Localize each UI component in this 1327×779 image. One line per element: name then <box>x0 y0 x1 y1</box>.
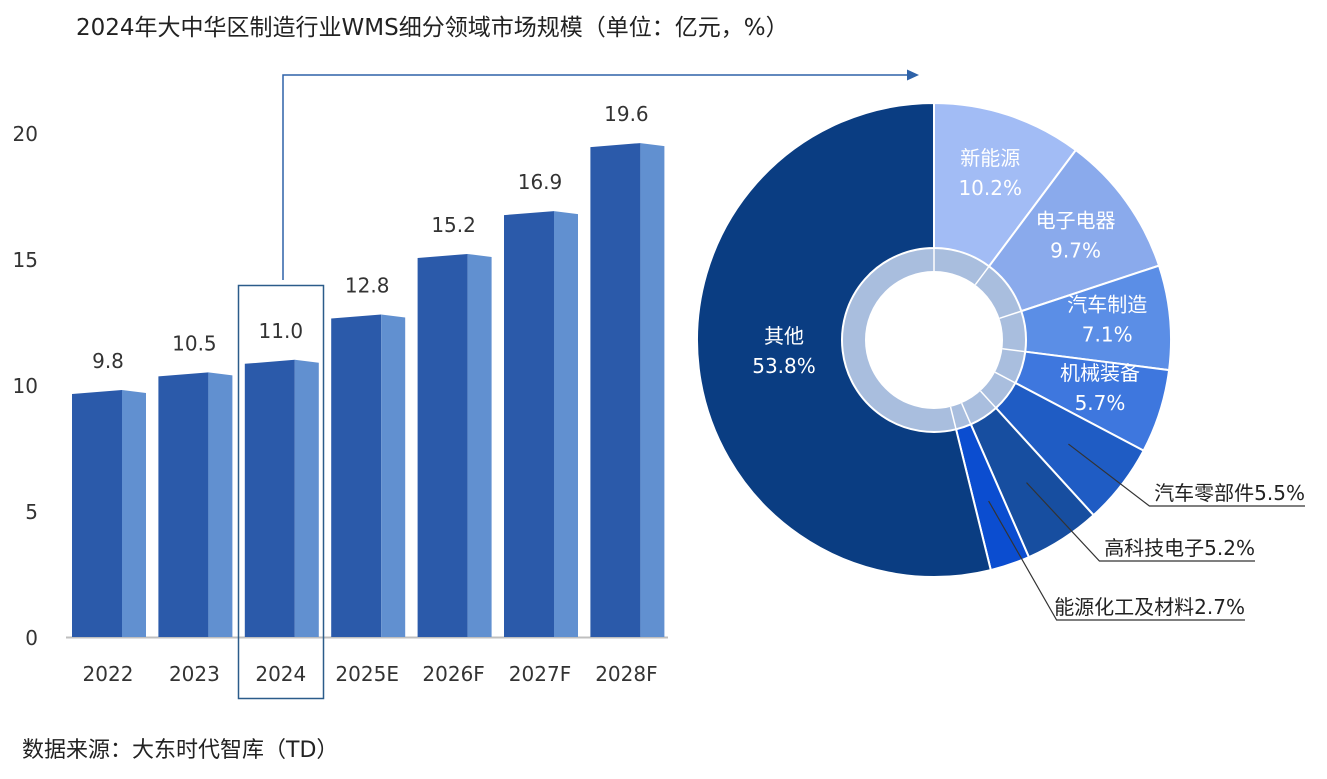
slice-label: 新能源 <box>960 146 1020 170</box>
bar-2026F: 15.2 2026F <box>417 213 492 686</box>
slice-outside-label: 能源化工及材料2.7% <box>1054 595 1245 619</box>
bar-side-face <box>640 143 665 637</box>
inner-ring <box>842 248 1026 432</box>
bar-front-face <box>590 143 641 637</box>
bar-chart: 0 5 10 15 20 9.8 2022 10.5 2023 11.0 2024 12.8 2025E… <box>13 69 919 700</box>
bar-front-face <box>244 359 295 637</box>
bar-value-label: 12.8 <box>345 273 390 297</box>
ring-divider <box>994 371 1016 384</box>
slice-label: 机械装备 <box>1060 361 1140 385</box>
bar-front-face <box>158 372 209 637</box>
ring-divider <box>949 406 957 430</box>
bar-front-face <box>72 390 122 637</box>
slice-label: 汽车制造 <box>1067 293 1147 317</box>
bar-value-label: 9.8 <box>92 349 124 373</box>
y-tick-label: 15 <box>13 248 38 272</box>
bar-value-label: 16.9 <box>518 170 563 194</box>
bar-2027F: 16.9 2027F <box>504 170 578 686</box>
bar-front-face <box>504 211 554 637</box>
bar-value-label: 15.2 <box>431 213 476 237</box>
slice-outside-label: 汽车零部件5.5% <box>1154 481 1305 505</box>
y-tick-label: 0 <box>25 626 38 650</box>
arrow-head <box>907 69 919 81</box>
bar-side-face <box>467 253 492 637</box>
x-tick-label: 2027F <box>509 662 571 686</box>
bar-front-face <box>417 253 468 637</box>
bar-2025E: 12.8 2025E <box>331 273 406 686</box>
leader-line <box>1068 443 1305 507</box>
bar-side-face <box>122 390 146 637</box>
x-tick-label: 2028F <box>595 662 657 686</box>
highlight-box <box>237 284 325 700</box>
bar-side-face <box>294 359 319 637</box>
slice-新能源: 新能源 10.2% <box>933 101 1078 271</box>
bar-2028F: 19.6 2028F <box>590 102 665 686</box>
bar-side-face <box>208 372 233 637</box>
x-tick-label: 2024 <box>255 662 306 686</box>
connector-line <box>282 74 908 280</box>
slice-pct: 7.1% <box>1082 323 1133 347</box>
y-tick-label: 10 <box>13 374 38 398</box>
slice-其他: 其他 53.8% <box>696 101 993 578</box>
slice-汽车零部件: 汽车零部件5.5% <box>994 371 1305 517</box>
donut-slice <box>696 101 993 578</box>
x-tick-label: 2026F <box>422 662 484 686</box>
slice-pct: 9.7% <box>1050 238 1101 262</box>
x-tick-label: 2023 <box>169 662 220 686</box>
bar-value-label: 11.0 <box>259 319 304 343</box>
slice-pct: 5.7% <box>1075 391 1126 415</box>
slice-机械装备: 机械装备 5.7% <box>1002 348 1171 453</box>
slice-label: 其他 <box>764 324 804 348</box>
leader-line <box>1026 482 1255 562</box>
bar-value-label: 10.5 <box>172 331 217 355</box>
y-tick-label: 20 <box>13 122 38 146</box>
data-source: 数据来源：大东时代智库（TD） <box>22 738 339 763</box>
x-tick-label: 2025E <box>335 662 399 686</box>
bar-2023: 10.5 2023 <box>158 331 233 686</box>
bar-value-label: 19.6 <box>604 102 649 126</box>
ring-divider <box>960 402 972 425</box>
y-tick-label: 5 <box>25 500 38 524</box>
ring-divider <box>1002 348 1026 353</box>
slice-高科技电子: 高科技电子5.2% <box>969 390 1255 562</box>
chart-title: 2024年大中华区制造行业WMS细分领域市场规模（单位：亿元，%） <box>76 15 789 41</box>
slice-pct: 10.2% <box>958 176 1022 200</box>
ring-divider <box>979 390 997 409</box>
bar-2024: 11.0 2024 <box>244 319 319 686</box>
slice-汽车制造: 汽车制造 7.1% <box>999 264 1172 372</box>
slice-outside-label: 高科技电子5.2% <box>1104 536 1255 560</box>
slice-pct: 53.8% <box>752 354 816 378</box>
x-tick-label: 2022 <box>83 662 134 686</box>
bar-side-face <box>554 211 578 637</box>
ring-divider <box>999 310 1022 320</box>
ring-divider <box>974 265 990 286</box>
leader-line <box>988 500 1245 621</box>
bar-side-face <box>381 314 406 637</box>
bar-front-face <box>331 314 382 637</box>
slice-label: 电子电器 <box>1036 208 1116 232</box>
bar-2022: 9.8 2022 <box>72 349 146 686</box>
donut-chart: 新能源 10.2% 电子电器 9.7% 汽车制造 7.1% 机械装备 5.7% 汽车零部件5.5… <box>696 101 1305 621</box>
